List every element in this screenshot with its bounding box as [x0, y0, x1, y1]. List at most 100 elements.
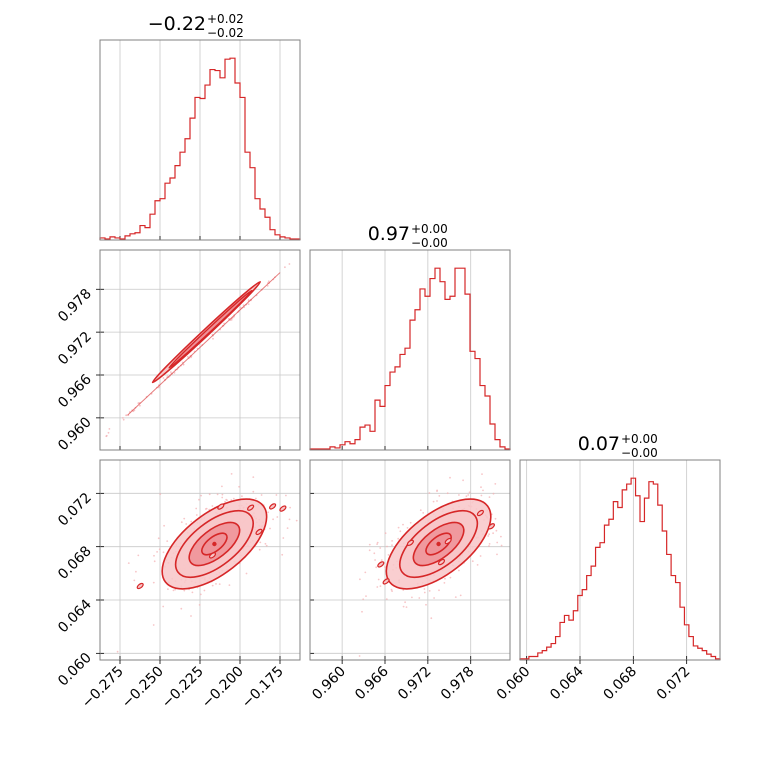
sample-point — [384, 532, 387, 535]
x-axis-param-1: 0.960 0.966 0.972 0.978 — [309, 660, 478, 703]
sample-point — [127, 562, 130, 564]
sample-point — [180, 607, 183, 610]
sample-point — [139, 404, 141, 407]
sample-point — [471, 560, 474, 563]
x-axis-param-0: −0.275−0.250−0.225−0.200−0.175 — [79, 660, 287, 711]
sample-point — [116, 650, 119, 653]
sample-point — [443, 582, 446, 584]
sample-point — [428, 590, 431, 592]
histogram-line — [309, 267, 511, 450]
panel-frame — [309, 249, 511, 451]
sample-point — [438, 495, 441, 497]
contour-island — [487, 523, 495, 530]
sample-point — [467, 494, 470, 496]
sample-point — [152, 624, 155, 626]
sample-point — [281, 553, 284, 556]
contour-island — [476, 509, 484, 517]
sample-point — [288, 263, 291, 265]
contour-island — [377, 561, 385, 568]
y-tick-label-3: 0.978 — [55, 286, 95, 326]
sample-point — [266, 284, 269, 287]
x-tick-label-0: 0.060 — [494, 664, 534, 704]
sample-point — [212, 337, 214, 340]
sample-point — [267, 511, 269, 514]
sample-point — [446, 492, 449, 495]
sample-point — [284, 266, 286, 269]
sample-point — [226, 499, 228, 502]
sample-point — [156, 551, 159, 553]
sample-point — [373, 552, 376, 555]
sample-point — [230, 499, 233, 501]
sample-point — [465, 495, 468, 498]
sample-point — [377, 578, 380, 581]
sample-point — [230, 319, 233, 321]
title-param-0: −0.22 +0.02 −0.02 — [148, 12, 244, 40]
sample-point — [387, 554, 390, 556]
sample-point — [221, 485, 223, 488]
sample-point — [195, 514, 198, 516]
title-param-2: 0.07 +0.00 −0.00 — [578, 432, 658, 460]
sample-point — [264, 542, 267, 545]
sample-point — [422, 512, 425, 514]
sample-point — [391, 540, 393, 542]
sample-point — [390, 588, 393, 591]
sample-point — [190, 615, 192, 617]
sample-point — [359, 578, 361, 581]
sample-point — [241, 495, 243, 498]
sample-point — [218, 583, 221, 585]
y-tick-label-0: 0.060 — [55, 650, 95, 690]
sample-point — [247, 303, 250, 305]
sample-point — [252, 490, 255, 493]
title-param-0-value: −0.22 — [148, 13, 206, 35]
contour-island — [136, 582, 144, 590]
histogram-line — [99, 57, 301, 240]
sample-point — [185, 523, 188, 525]
title-param-2-minus: −0.00 — [621, 446, 658, 460]
sample-point — [157, 537, 160, 540]
sample-point — [170, 371, 172, 373]
sample-point — [167, 588, 169, 590]
sample-point — [269, 527, 271, 530]
sample-point — [397, 537, 400, 540]
sample-point — [496, 541, 499, 544]
title-param-1-value: 0.97 — [368, 223, 410, 245]
sample-point — [488, 543, 491, 545]
panel-hist-param-2 — [519, 459, 721, 661]
sample-point — [208, 493, 211, 496]
y-tick-label-1: 0.966 — [55, 371, 95, 411]
sample-point — [260, 494, 263, 496]
sample-point — [480, 494, 483, 497]
y-tick-label-2: 0.068 — [55, 543, 95, 583]
sample-point — [286, 527, 289, 529]
sample-point — [386, 545, 388, 548]
sample-point — [186, 355, 189, 358]
sample-point — [191, 591, 194, 594]
sample-point — [190, 520, 193, 523]
sample-point — [436, 500, 438, 502]
sample-point — [162, 605, 165, 608]
sample-point — [289, 506, 291, 509]
sample-point — [411, 596, 413, 599]
sample-point — [159, 493, 162, 495]
sample-point — [376, 543, 378, 545]
sample-point — [517, 529, 519, 531]
sample-point — [379, 547, 382, 549]
sample-point — [436, 489, 438, 492]
panel-frame — [99, 249, 301, 451]
sample-point — [255, 497, 257, 500]
sample-point — [361, 610, 363, 613]
contour-island — [247, 504, 255, 511]
contour-island — [269, 503, 277, 510]
sample-point — [125, 414, 127, 417]
sample-point — [247, 299, 250, 301]
title-param-0-plus: +0.02 — [207, 12, 244, 26]
panel-frame — [99, 39, 301, 241]
sample-point — [433, 597, 435, 599]
sample-point — [200, 494, 203, 497]
contour-island — [444, 537, 452, 545]
sample-point — [425, 603, 427, 606]
sample-point — [488, 545, 490, 547]
sample-point — [482, 489, 484, 492]
sample-point — [162, 551, 165, 554]
sample-point — [180, 521, 183, 524]
